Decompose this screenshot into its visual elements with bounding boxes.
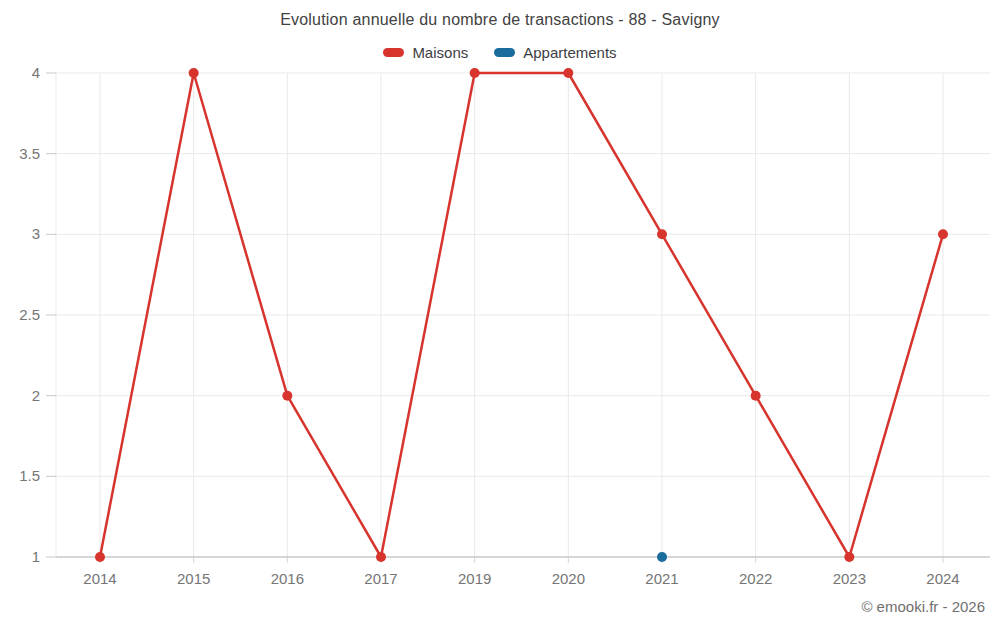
y-axis-label: 1 <box>32 548 40 565</box>
data-point-maisons-2017[interactable] <box>376 552 386 562</box>
x-axis-label: 2023 <box>833 570 866 587</box>
y-axis-label: 4 <box>32 64 40 81</box>
data-point-maisons-2022[interactable] <box>751 391 761 401</box>
x-axis-label: 2021 <box>645 570 678 587</box>
x-axis-label: 2024 <box>926 570 959 587</box>
x-axis-label: 2016 <box>271 570 304 587</box>
data-point-maisons-2021[interactable] <box>657 229 667 239</box>
x-axis-label: 2022 <box>739 570 772 587</box>
x-axis-label: 2015 <box>177 570 210 587</box>
x-axis-label: 2017 <box>364 570 397 587</box>
attribution-text: © emooki.fr - 2026 <box>861 598 985 615</box>
x-axis-label: 2014 <box>83 570 116 587</box>
y-axis-label: 2 <box>32 387 40 404</box>
y-axis-label: 2.5 <box>19 306 40 323</box>
data-point-maisons-2023[interactable] <box>844 552 854 562</box>
chart-page: Evolution annuelle du nombre de transact… <box>0 0 1000 625</box>
data-point-maisons-2024[interactable] <box>938 229 948 239</box>
y-axis-label: 3.5 <box>19 145 40 162</box>
chart-canvas[interactable]: 1 1.5 2 2.5 3 3.5 4 2014 2015 2016 2017 2019 2020 202… <box>0 0 1000 625</box>
data-point-maisons-2014[interactable] <box>95 552 105 562</box>
x-axis-label: 2020 <box>552 570 585 587</box>
y-axis-label: 1.5 <box>19 467 40 484</box>
data-point-appartements-2021[interactable] <box>657 552 667 562</box>
data-point-maisons-2015[interactable] <box>189 68 199 78</box>
data-point-maisons-2016[interactable] <box>282 391 292 401</box>
y-axis-label: 3 <box>32 225 40 242</box>
data-point-maisons-2019[interactable] <box>470 68 480 78</box>
x-axis-label: 2019 <box>458 570 491 587</box>
data-point-maisons-2020[interactable] <box>563 68 573 78</box>
